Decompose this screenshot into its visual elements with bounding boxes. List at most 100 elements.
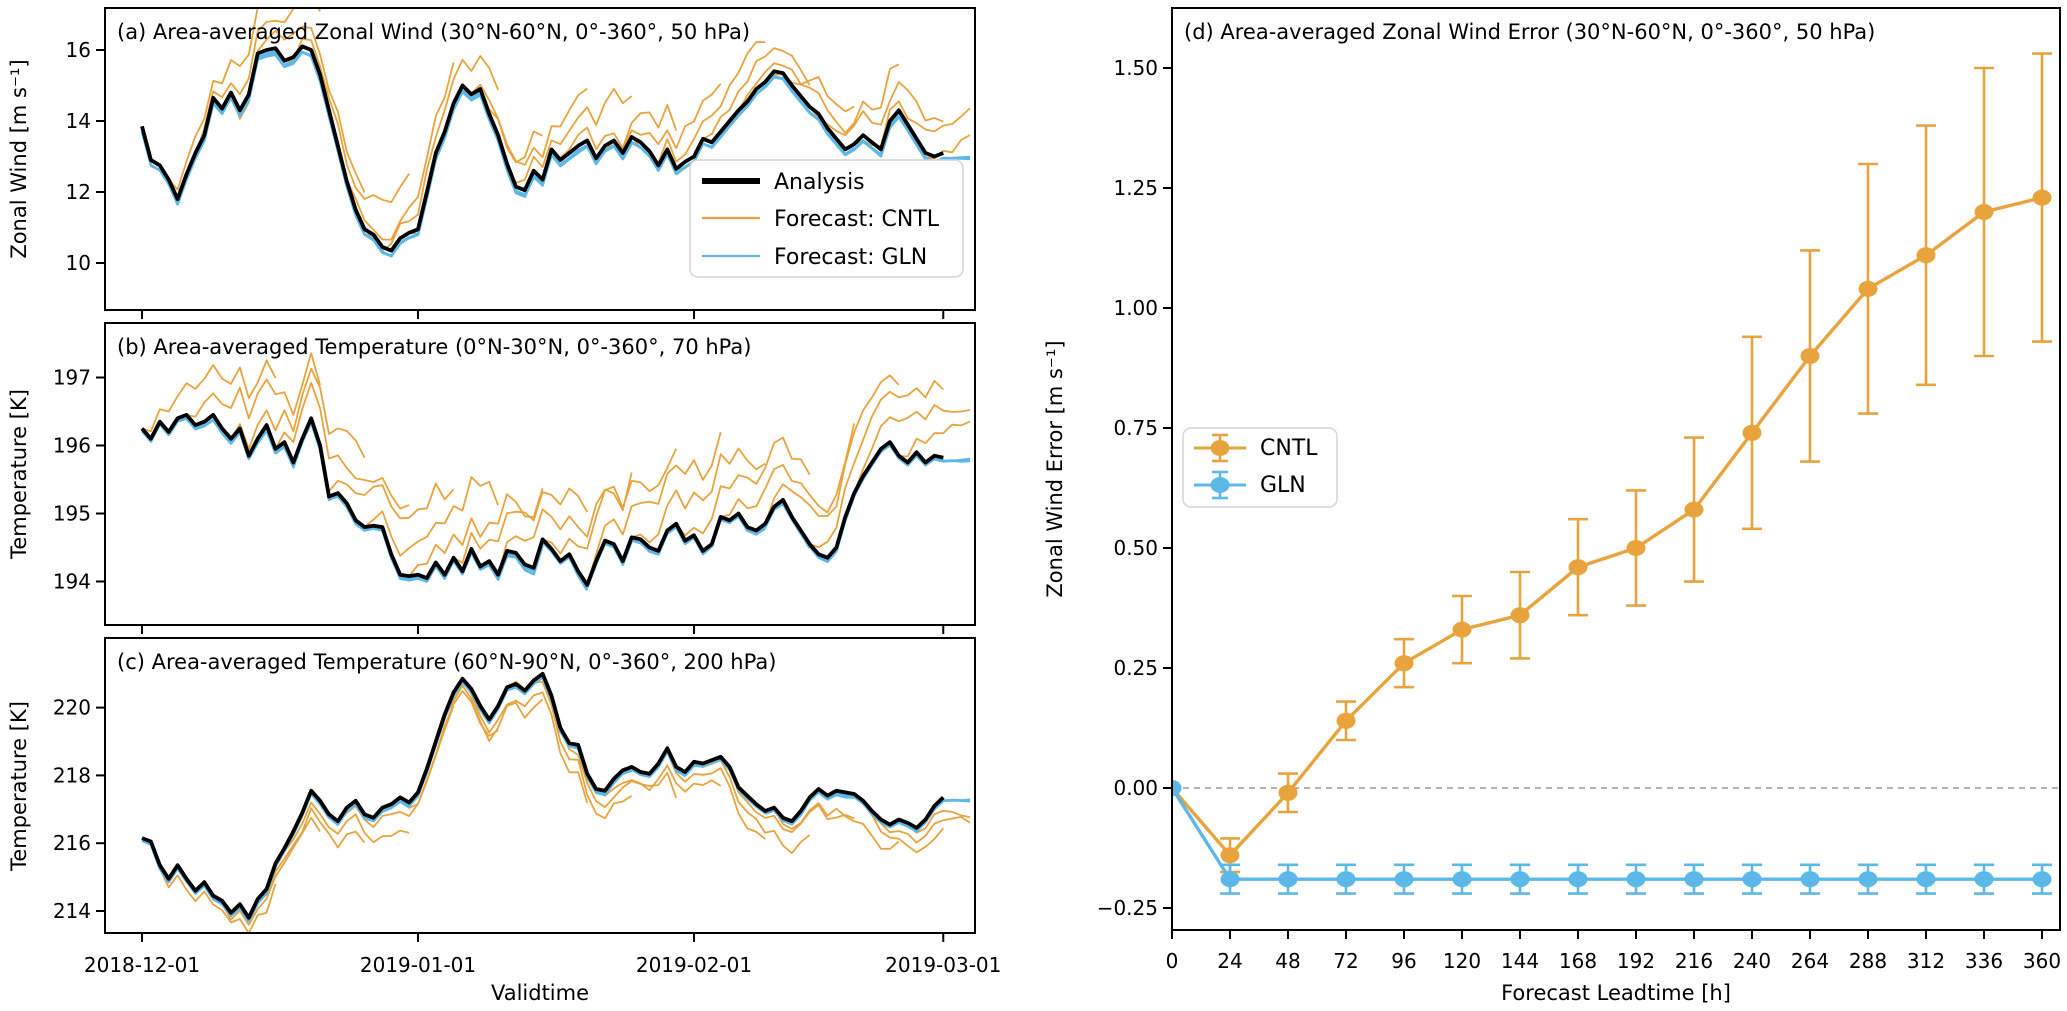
panel-b-forecast-cntl-line <box>764 374 900 524</box>
panel-d-cntl-marker <box>1858 280 1878 297</box>
panel-c-xtick-label: 2019-02-01 <box>636 953 752 977</box>
panel-b-forecast-cntl-line <box>675 436 811 537</box>
panel-a-ytick-label: 12 <box>66 180 91 204</box>
panel-a-forecast-cntl-line <box>363 55 499 252</box>
panel-d-ytick-label: 1.50 <box>1113 56 1158 80</box>
panel-b-analysis-line <box>140 413 944 587</box>
panel-b-forecast-gln-line <box>230 421 366 532</box>
panel-b: 197 196 195 194 <box>53 322 976 634</box>
panel-d-gln-marker <box>1510 871 1530 888</box>
panel-a-forecast-gln-line <box>408 90 544 240</box>
panel-d-ytick-label: −0.25 <box>1097 896 1158 920</box>
panel-b-forecast-cntl-line <box>809 380 944 549</box>
gln-legend-label: Forecast: GLN <box>774 245 927 270</box>
panel-d-cntl-marker <box>1974 204 1994 220</box>
panel-c-plot-area <box>141 671 971 933</box>
panel-d-cntl-marker <box>2032 189 2052 206</box>
panel-c-ylabel: Temperature [K] <box>7 701 31 872</box>
panel-b-forecast-cntl-line <box>408 488 544 577</box>
panel-d-cntl-marker <box>1684 501 1704 518</box>
panel-c-ytick-label: 220 <box>53 696 91 720</box>
panel-c-xtick-label: 2019-01-01 <box>360 953 476 977</box>
panel-c-forecast-cntl-line <box>141 837 277 933</box>
panel-d-cntl-marker <box>1278 784 1298 801</box>
panel-d-cntl-marker <box>1742 424 1762 441</box>
panel-a: 16 14 12 10 <box>66 7 976 319</box>
panel-d-cntl-marker <box>1510 607 1530 624</box>
panel-b-frame <box>104 322 976 626</box>
panel-a-ytick-label: 14 <box>66 109 91 133</box>
panel-b-forecast-cntl-line <box>853 404 971 494</box>
panel-a-forecast-cntl-line <box>541 104 678 180</box>
cntl-legend-label-d: CNTL <box>1260 436 1318 461</box>
panel-d-xtick-label: 120 <box>1443 949 1481 973</box>
panel-d-xtick-label: 144 <box>1501 949 1539 973</box>
panel-a-forecast-gln-line <box>452 89 588 196</box>
chart-dynamic-content: 16 14 12 10 197 196 195 194 2018-12-01 2019-01-01… <box>53 7 2061 977</box>
panel-c-xtick-label: 2018-12-01 <box>84 953 200 977</box>
panel-c-forecast-gln-line <box>185 791 322 922</box>
panel-d-cntl-marker <box>1626 540 1646 556</box>
panel-d-gln-marker <box>1172 780 1182 796</box>
panel-d-cntl-marker <box>1800 348 1820 364</box>
panel-d-gln-marker <box>1742 871 1762 888</box>
panel-b-title: (b) Area-averaged Temperature (0°N-30°N,… <box>117 335 751 359</box>
panel-b-forecast-cntl-line <box>453 487 588 564</box>
panel-a-forecast-cntl-line <box>497 88 633 184</box>
panel-d-xtick-label: 96 <box>1391 949 1416 973</box>
panel-d-xtick-label: 240 <box>1733 949 1771 973</box>
panel-c-forecast-cntl-line <box>719 756 855 833</box>
panel-a-forecast-cntl-line <box>586 83 722 166</box>
panel-d-cntl-marker <box>1916 247 1936 264</box>
panel-d-gln-marker <box>1684 871 1704 888</box>
panel-b-forecast-gln-line <box>318 447 455 583</box>
panel-d-gln-marker <box>1568 871 1588 888</box>
panel-c-xtick-label: 2019-03-01 <box>885 953 1001 977</box>
panel-a-legend: Analysis Forecast: CNTL Forecast: GLN <box>689 159 964 278</box>
panel-b-forecast-cntl-line <box>631 447 766 544</box>
panel-c-forecast-cntl-line <box>274 801 410 865</box>
panel-d-frame <box>1171 7 2061 931</box>
panel-b-forecast-cntl-line <box>542 448 678 555</box>
panel-d-xtick-label: 312 <box>1907 949 1945 973</box>
panel-a-ytick-label: 16 <box>66 38 91 62</box>
panel-a-forecast-cntl-line <box>720 62 855 133</box>
panel-b-forecast-cntl-line <box>364 476 499 557</box>
panel-b-ytick-label: 197 <box>53 366 91 390</box>
panel-d-title: (d) Area-averaged Zonal Wind Error (30°N… <box>1184 20 1875 44</box>
panel-d-xtick-label: 216 <box>1675 949 1713 973</box>
panel-d-xtick-label: 72 <box>1333 949 1358 973</box>
panel-a-forecast-cntl-line <box>809 81 944 137</box>
panel-c-ytick-label: 214 <box>53 899 91 923</box>
panel-d-cntl-line <box>1172 195 2043 858</box>
panel-a-forecast-gln-line <box>274 50 410 258</box>
panel-b-forecast-cntl-line <box>898 420 971 458</box>
panel-a-title: (a) Area-averaged Zonal Wind (30°N-60°N,… <box>117 20 750 44</box>
panel-d-gln-line <box>1172 787 2042 881</box>
panel-d-legend: CNTL GLN <box>1182 427 1338 508</box>
panel-b-forecast-cntl-line <box>319 445 455 520</box>
panel-c-forecast-cntl-line <box>586 764 722 797</box>
panel-b-forecast-cntl-line <box>274 381 410 510</box>
panel-d-ytick-label: 0.75 <box>1113 416 1158 440</box>
panel-d-gln-marker <box>1278 871 1298 888</box>
panel-c-title: (c) Area-averaged Temperature (60°N-90°N… <box>117 650 776 674</box>
panel-b-plot-area <box>140 352 971 591</box>
panel-b-forecast-cntl-line <box>586 431 722 586</box>
panel-b-forecast-cntl-line <box>141 359 277 433</box>
panel-d-gln-marker <box>1626 871 1646 888</box>
panel-d-gln-marker <box>1394 871 1414 888</box>
panel-a-plot-area <box>140 8 971 258</box>
panel-d-ytick-label: 0.50 <box>1113 536 1158 560</box>
panel-b-ytick-label: 196 <box>53 434 91 458</box>
panel-b-forecast-cntl-line <box>720 423 856 518</box>
panel-d-gln-marker <box>1336 871 1356 888</box>
panel-d-ylabel: Zonal Wind Error [m s⁻¹] <box>1043 340 1067 597</box>
panel-d-cntl-marker <box>1394 655 1414 672</box>
panel-d-cntl-marker <box>1336 712 1356 729</box>
panel-b-forecast-gln-line <box>541 523 678 588</box>
panel-c-frame <box>104 637 976 934</box>
analysis-legend-label: Analysis <box>774 170 865 195</box>
panel-d-xtick-label: 360 <box>2023 949 2061 973</box>
